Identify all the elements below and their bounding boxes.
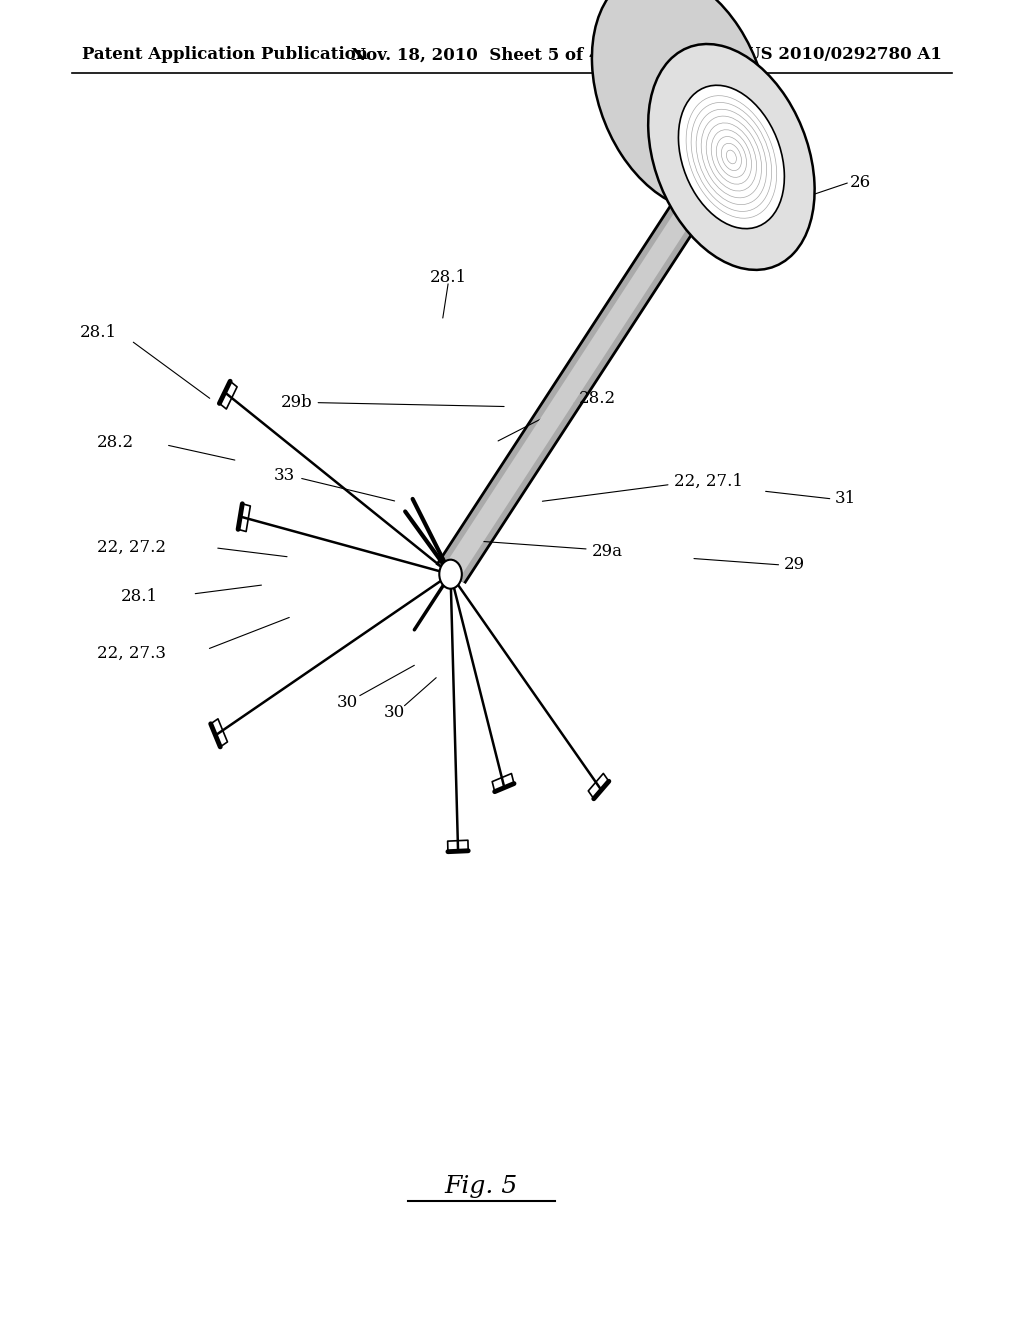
Text: 29: 29 [783, 557, 805, 573]
Text: Fig. 5: Fig. 5 [444, 1175, 518, 1197]
Text: 26: 26 [850, 174, 871, 190]
Ellipse shape [592, 0, 768, 210]
Text: 28.1: 28.1 [121, 589, 158, 605]
Text: 28.2: 28.2 [97, 434, 134, 450]
Text: Nov. 18, 2010  Sheet 5 of 49: Nov. 18, 2010 Sheet 5 of 49 [351, 46, 611, 63]
Text: 30: 30 [384, 705, 404, 721]
Text: 29a: 29a [592, 544, 623, 560]
Text: 22, 27.1: 22, 27.1 [674, 474, 742, 490]
Text: Patent Application Publication: Patent Application Publication [82, 46, 368, 63]
Text: 33: 33 [274, 467, 295, 483]
Text: 22, 27.3: 22, 27.3 [97, 645, 166, 661]
Ellipse shape [679, 86, 784, 228]
Text: 28.2: 28.2 [579, 391, 615, 407]
Text: US 2010/0292780 A1: US 2010/0292780 A1 [746, 46, 942, 63]
Text: 28.1: 28.1 [80, 325, 117, 341]
Ellipse shape [439, 560, 462, 589]
Ellipse shape [648, 44, 815, 269]
Text: 28.1: 28.1 [430, 269, 467, 285]
Text: 29b: 29b [281, 395, 312, 411]
Text: 31: 31 [835, 491, 856, 507]
Text: 22, 27.2: 22, 27.2 [97, 540, 166, 556]
Text: 30: 30 [337, 694, 357, 710]
